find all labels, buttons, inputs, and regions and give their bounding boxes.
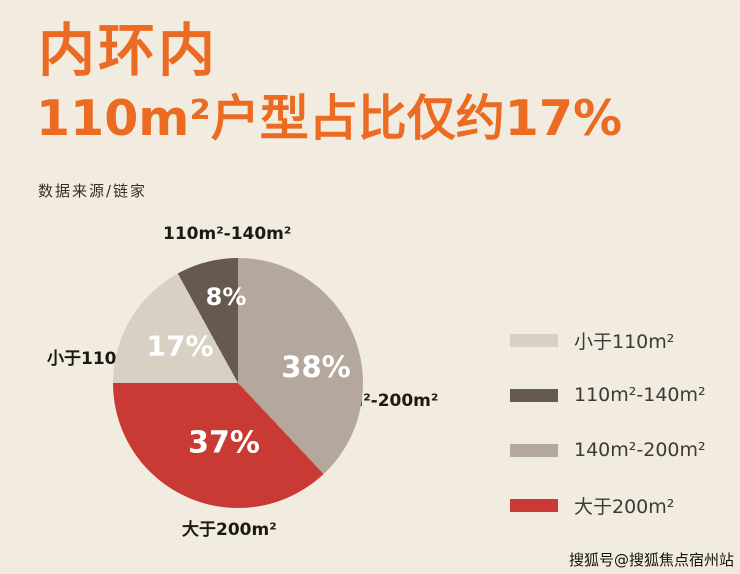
legend-item-110-140: 110m²-140m²: [510, 384, 706, 406]
legend-swatch-over-200: [510, 498, 558, 512]
legend-label-over-200: 大于200m²: [574, 495, 675, 518]
pie-value-under-110: 17%: [146, 329, 214, 363]
legend-item-over-200: 大于200m²: [510, 495, 674, 518]
page-title: 内环内: [38, 18, 218, 84]
pie-chart: [113, 258, 363, 508]
legend-item-140-200: 140m²-200m²: [510, 439, 706, 461]
legend-label-under-110: 小于110m²: [574, 330, 675, 353]
pie-value-140-200: 38%: [281, 350, 351, 384]
pie-value-over-200: 37%: [188, 425, 260, 461]
pie-value-110-140: 8%: [205, 283, 247, 311]
legend-label-110-140: 110m²-140m²: [574, 384, 706, 406]
pie-callout-110-140: 110m²-140m²: [163, 224, 292, 244]
legend-swatch-140-200: [510, 443, 558, 457]
page-subtitle: 110m²户型占比仅约17%: [36, 90, 623, 147]
pie-callout-over-200: 大于200m²: [182, 520, 277, 540]
legend-swatch-under-110: [510, 333, 558, 347]
legend-label-140-200: 140m²-200m²: [574, 439, 706, 461]
data-source-note: 数据来源/链家: [38, 182, 148, 200]
watermark: 搜狐号@搜狐焦点宿州站: [568, 551, 734, 569]
legend-swatch-110-140: [510, 388, 558, 402]
pie-chart-area: 38% 37% 17% 8%: [113, 258, 363, 508]
legend-item-under-110: 小于110m²: [510, 330, 674, 353]
